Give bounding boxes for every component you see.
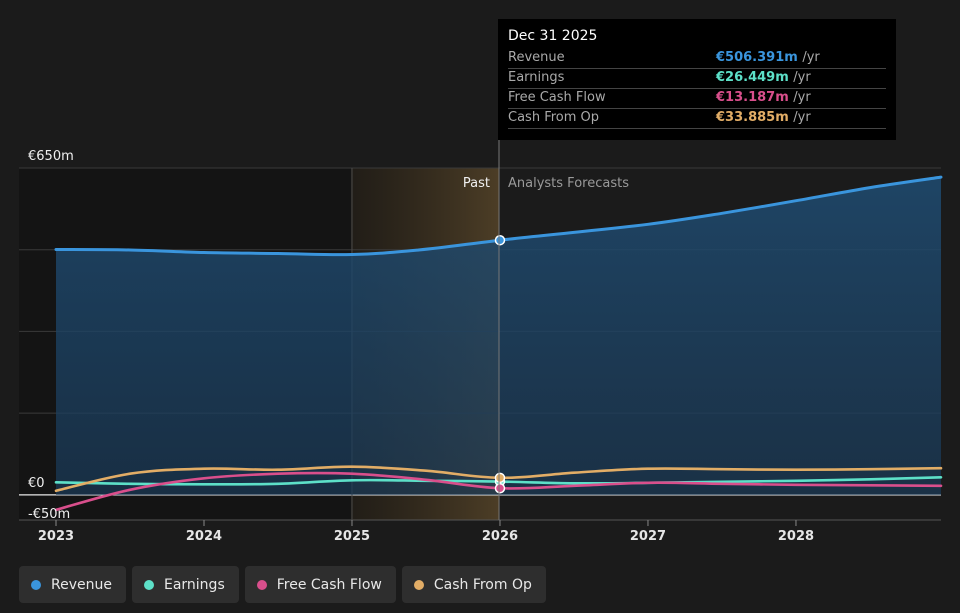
- legend-dot-icon: [256, 579, 267, 590]
- legend-item-free-cash-flow[interactable]: Free Cash Flow: [244, 566, 396, 603]
- legend-item-cash-from-op[interactable]: Cash From Op: [401, 566, 546, 603]
- legend-item-revenue[interactable]: Revenue: [19, 566, 126, 603]
- forecast-label: Analysts Forecasts: [508, 176, 629, 191]
- legend-dot-icon: [413, 579, 424, 590]
- y-tick-label: -€50m: [28, 507, 70, 522]
- tooltip-value: €33.885m /yr: [716, 110, 811, 125]
- legend-dot-icon: [143, 579, 154, 590]
- tooltip-label: Revenue: [508, 50, 565, 65]
- y-tick-label: €650m: [28, 149, 74, 164]
- free-cash-flow-marker: [494, 482, 506, 494]
- tooltip-value: €506.391m /yr: [716, 50, 820, 65]
- tooltip-row-free-cash-flow: Free Cash Flow €13.187m /yr: [508, 88, 886, 109]
- tooltip-label: Cash From Op: [508, 110, 600, 125]
- tooltip-value: €13.187m /yr: [716, 90, 811, 105]
- tooltip-value: €26.449m /yr: [716, 70, 811, 85]
- legend-dot-icon: [31, 579, 41, 590]
- tooltip-row-revenue: Revenue €506.391m /yr: [508, 48, 886, 69]
- legend-label: Free Cash Flow: [276, 576, 382, 593]
- tooltip-label: Earnings: [508, 70, 565, 85]
- revenue-marker: [494, 234, 506, 246]
- legend-label: Cash From Op: [433, 576, 532, 593]
- legend-label: Revenue: [51, 576, 112, 593]
- tooltip: Dec 31 2025 Revenue €506.391m /yr Earnin…: [498, 19, 896, 140]
- cash-from-op-marker: [494, 472, 506, 484]
- x-tick-label: 2026: [482, 529, 518, 544]
- tooltip-label: Free Cash Flow: [508, 90, 606, 105]
- legend-item-earnings[interactable]: Earnings: [131, 566, 239, 603]
- y-tick-label: €0: [28, 476, 45, 491]
- tooltip-row-earnings: Earnings €26.449m /yr: [508, 68, 886, 89]
- tooltip-row-cash-from-op: Cash From Op €33.885m /yr: [508, 108, 886, 129]
- legend-label: Earnings: [163, 576, 225, 593]
- tooltip-date: Dec 31 2025: [508, 28, 598, 44]
- x-tick-label: 2028: [778, 529, 814, 544]
- x-tick-label: 2027: [630, 529, 666, 544]
- legend: Revenue Earnings Free Cash Flow Cash Fro…: [19, 566, 546, 603]
- x-tick-label: 2025: [334, 529, 370, 544]
- x-tick-label: 2024: [186, 529, 222, 544]
- past-label: Past: [463, 176, 490, 191]
- x-tick-label: 2023: [38, 529, 74, 544]
